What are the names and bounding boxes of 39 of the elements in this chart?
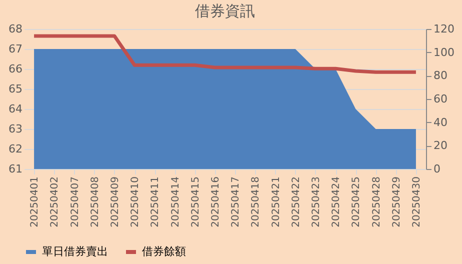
x-tick-label: 20250416 [210, 176, 222, 228]
y-tick-label: 64 [8, 102, 22, 116]
legend-label: 借券餘額 [142, 245, 186, 258]
y2-tick-label: 80 [434, 69, 448, 82]
y2-tick-label: 40 [434, 116, 448, 129]
y2-tick-label: 100 [434, 46, 454, 59]
x-tick-label: 20250429 [391, 176, 402, 228]
x-tick-label: 20250407 [70, 176, 81, 228]
legend-label: 單日借券賣出 [42, 245, 108, 258]
y-tick-label: 63 [8, 122, 22, 136]
x-tick-label: 20250422 [290, 176, 302, 228]
y2-tick-label: 60 [434, 92, 448, 106]
x-tick-label: 20250424 [331, 176, 342, 228]
y-tick-label: 66 [8, 62, 22, 76]
y-tick-label: 62 [8, 142, 22, 156]
y-tick-label: 67 [8, 42, 22, 56]
x-tick-label: 20250421 [270, 176, 282, 228]
x-tick-label: 20250408 [90, 176, 101, 228]
line-series [32, 34, 418, 74]
y2-tick-label: 120 [434, 22, 454, 36]
y-tick-label: 68 [8, 22, 22, 36]
x-tick-label: 20250418 [250, 176, 262, 228]
y-tick-label: 61 [8, 162, 22, 176]
x-tick-label: 20250411 [150, 176, 162, 228]
x-tick-label: 20250414 [170, 176, 182, 228]
x-tick-label: 20250428 [371, 176, 382, 228]
x-tick-label: 20250430 [411, 176, 422, 228]
y2-tick-label: 20 [434, 139, 448, 152]
x-tick-label: 20250402 [50, 176, 61, 228]
x-tick-label: 20250423 [310, 176, 322, 228]
chart-title: 借券資訊 [195, 2, 255, 20]
y2-tick-label: 0 [434, 162, 440, 176]
x-tick-label: 20250409 [110, 176, 121, 228]
x-tick-label: 20250425 [351, 176, 362, 228]
x-tick-label: 20250410 [130, 176, 142, 228]
x-tick-label: 20250415 [190, 176, 202, 228]
y-tick-label: 65 [8, 82, 22, 96]
x-tick-label: 20250401 [30, 176, 41, 228]
x-tick-label: 20250417 [230, 176, 242, 228]
